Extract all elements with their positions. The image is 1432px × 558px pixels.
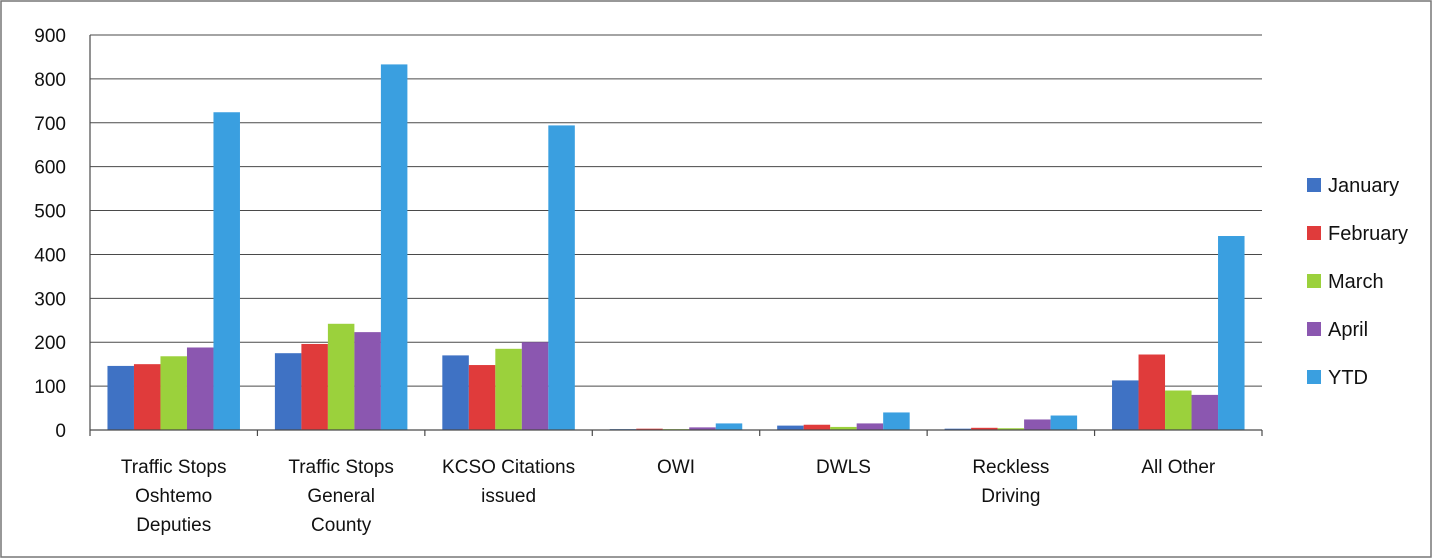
y-tick-label: 900 <box>34 26 66 47</box>
x-category-label: OWI <box>657 457 695 478</box>
bar-march-4 <box>830 426 857 430</box>
bar-january-1 <box>274 353 302 430</box>
axes <box>89 35 1263 436</box>
bar-ytd-2 <box>548 125 575 431</box>
x-category-label: DWLS <box>816 457 871 478</box>
bar-january-5 <box>944 428 972 430</box>
y-axis-tick-labels: 0 100 200 300 400 500 600 700 800 900 <box>34 26 66 442</box>
x-category-label: All Other <box>1141 457 1216 478</box>
bar-march-1 <box>327 323 355 430</box>
bar-april-6 <box>1191 394 1219 430</box>
x-category-label: KCSO Citations <box>442 457 575 478</box>
legend-swatch-march <box>1307 274 1321 288</box>
x-category-label: County <box>311 515 372 536</box>
bar-january-2 <box>442 355 469 430</box>
bar-february-4 <box>803 424 831 430</box>
x-category-label: Reckless <box>972 457 1049 478</box>
bar-april-3 <box>689 427 716 430</box>
y-tick-label: 800 <box>34 70 66 91</box>
bar-ytd-0 <box>213 112 240 430</box>
y-tick-label: 200 <box>34 333 66 354</box>
bar-february-3 <box>636 428 663 430</box>
bar-april-1 <box>354 332 381 430</box>
legend-label-february: February <box>1328 223 1408 245</box>
bar-april-5 <box>1024 419 1051 430</box>
y-tick-label: 600 <box>34 158 66 179</box>
bar-april-0 <box>186 347 214 430</box>
bars <box>107 64 1245 431</box>
legend-swatch-ytd <box>1307 370 1321 384</box>
bar-february-2 <box>468 365 496 430</box>
bar-january-6 <box>1112 380 1139 430</box>
legend-label-april: April <box>1328 319 1368 341</box>
bar-february-0 <box>133 364 161 430</box>
legend-swatch-february <box>1307 226 1321 240</box>
category-labels: Traffic Stops Oshtemo Deputies Traffic Stop… <box>121 457 1216 536</box>
y-tick-label: 100 <box>34 377 66 398</box>
x-category-label: issued <box>481 486 536 507</box>
bar-ytd-4 <box>883 412 910 430</box>
x-category-label: General <box>307 486 375 507</box>
y-tick-label: 0 <box>55 421 66 442</box>
x-category-label: Oshtemo <box>135 486 212 507</box>
bar-february-5 <box>971 427 998 430</box>
bar-ytd-5 <box>1050 415 1078 430</box>
bar-march-2 <box>495 348 522 430</box>
x-category-label: Traffic Stops <box>121 457 227 478</box>
bar-ytd-6 <box>1218 236 1245 430</box>
y-tick-label: 400 <box>34 245 66 266</box>
legend-label-march: March <box>1328 271 1384 293</box>
legend-label-ytd: YTD <box>1328 367 1368 389</box>
x-category-label: Driving <box>981 486 1040 507</box>
bar-march-5 <box>997 428 1025 430</box>
bar-february-1 <box>301 343 328 430</box>
bar-ytd-1 <box>380 64 408 431</box>
bar-march-6 <box>1165 390 1192 430</box>
bar-ytd-3 <box>715 423 743 430</box>
legend-swatch-april <box>1307 322 1321 336</box>
x-category-label: Deputies <box>136 515 211 536</box>
bar-january-0 <box>107 365 134 430</box>
legend-label-january: January <box>1328 175 1399 197</box>
y-tick-label: 500 <box>34 202 66 223</box>
legend: January February March April YTD <box>1307 175 1408 389</box>
bar-april-4 <box>856 423 884 430</box>
legend-swatch-january <box>1307 178 1321 192</box>
bar-february-6 <box>1138 354 1166 430</box>
bar-april-2 <box>521 342 549 430</box>
y-tick-label: 300 <box>34 289 66 310</box>
y-tick-label: 700 <box>34 114 66 135</box>
bar-march-0 <box>160 356 187 430</box>
bar-january-4 <box>777 425 804 430</box>
x-category-label: Traffic Stops <box>288 457 394 478</box>
